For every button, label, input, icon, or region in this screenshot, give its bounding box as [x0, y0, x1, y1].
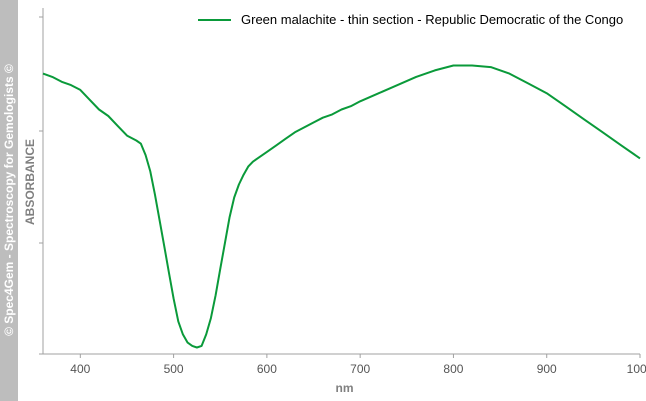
- chart-ticks: 400 500 600 700 800 900 1000: [39, 16, 646, 376]
- y-axis-title: ABSORBANCE: [23, 139, 37, 225]
- x-tick-label: 400: [70, 362, 90, 376]
- x-tick-label: 500: [164, 362, 184, 376]
- x-tick-label: 900: [537, 362, 557, 376]
- x-axis-title: nm: [336, 381, 354, 395]
- x-tick-label: 800: [443, 362, 463, 376]
- series-line: [42, 64, 641, 349]
- x-tick-label: 1000: [627, 362, 646, 376]
- chart-legend: Green malachite - thin section - Republi…: [198, 12, 623, 27]
- x-tick-label: 600: [257, 362, 277, 376]
- legend-label: Green malachite - thin section - Republi…: [241, 12, 623, 27]
- x-tick-label: 700: [350, 362, 370, 376]
- watermark-sidebar: © Spec4Gem - Spectroscopy for Gemologist…: [0, 0, 18, 401]
- chart-series-layer: [42, 64, 641, 349]
- chart-axes: [42, 8, 640, 355]
